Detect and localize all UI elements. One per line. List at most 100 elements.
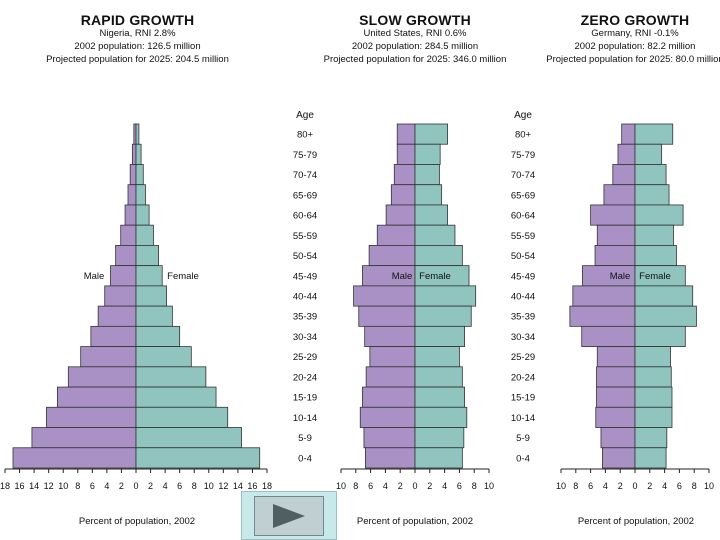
female-bar [135, 386, 217, 408]
female-bar [135, 143, 142, 165]
male-bar [396, 143, 416, 165]
x-tick-label: 8 [472, 481, 477, 491]
age-label: 40-44 [293, 292, 317, 303]
female-bar [414, 427, 465, 449]
chart-subtitle: Nigeria, RNI 2.8% [99, 28, 176, 39]
x-tick-label: 10 [556, 481, 566, 491]
x-tick-label: 18 [0, 481, 10, 491]
female-bar [414, 447, 463, 469]
age-label: 50-54 [511, 251, 535, 262]
female-bar [634, 164, 667, 186]
age-label: 5-9 [516, 433, 530, 444]
female-bar [414, 224, 456, 246]
female-bar [414, 184, 443, 206]
female-bar [414, 325, 465, 347]
age-label: 0-4 [516, 453, 530, 464]
x-tick-label: 6 [677, 481, 682, 491]
x-tick-label: 0 [412, 481, 417, 491]
male-bar [396, 123, 416, 145]
female-bar [634, 346, 671, 368]
age-header: Age [514, 110, 532, 121]
male-bar [596, 366, 636, 388]
female-bar [135, 164, 144, 186]
age-label: 25-29 [511, 352, 535, 363]
x-tick-label: 6 [368, 481, 373, 491]
female-bar [634, 406, 673, 428]
chart-subtitle: Projected population for 2025: 346.0 mil… [323, 54, 507, 65]
age-label: 65-69 [293, 190, 317, 201]
age-label: 15-19 [293, 393, 317, 404]
female-bar [634, 366, 672, 388]
play-button[interactable] [241, 491, 337, 540]
female-bar [135, 406, 229, 428]
male-bar [368, 245, 416, 267]
age-label: 60-64 [293, 211, 317, 222]
chart-subtitle: 2002 population: 284.5 million [351, 41, 479, 52]
x-tick-label: 8 [573, 481, 578, 491]
x-tick-label: 6 [90, 481, 95, 491]
age-label: 50-54 [293, 251, 317, 262]
male-bar [612, 164, 636, 186]
male-bar [365, 447, 416, 469]
female-bar [634, 184, 670, 206]
x-tick-label: 2 [618, 481, 623, 491]
x-tick-label: 16 [247, 481, 257, 491]
male-bar [362, 386, 416, 408]
male-bar [602, 447, 636, 469]
male-bar [358, 305, 416, 327]
chart-subtitle: Projected population for 2025: 204.5 mil… [46, 54, 229, 65]
male-bar [363, 427, 416, 449]
age-label: 35-39 [293, 312, 317, 323]
x-tick-label: 2 [427, 481, 432, 491]
female-bar [634, 245, 677, 267]
x-tick-label: 10 [704, 481, 714, 491]
male-bar [359, 406, 416, 428]
female-bar [414, 305, 472, 327]
male-bar [596, 224, 636, 246]
female-bar [135, 184, 146, 206]
x-tick-label: 18 [262, 481, 272, 491]
x-tick-label: 10 [484, 481, 494, 491]
female-bar [414, 285, 477, 307]
female-bar [414, 123, 448, 145]
female-label: Female [167, 271, 199, 282]
female-bar [414, 245, 463, 267]
x-tick-label: 10 [58, 481, 68, 491]
chart-title: ZERO GROWTH [580, 12, 690, 28]
male-bar [364, 325, 416, 347]
female-bar [634, 305, 697, 327]
female-bar [634, 427, 668, 449]
female-label: Female [419, 271, 451, 282]
age-label: 15-19 [511, 393, 535, 404]
male-bar [572, 285, 636, 307]
age-label: 20-24 [511, 372, 535, 383]
female-bar [135, 224, 154, 246]
male-bar [127, 184, 137, 206]
female-bar [414, 386, 465, 408]
slow-growth-header: SLOW GROWTH United States, RNI 0.6% 2002… [320, 13, 510, 66]
chart-subtitle: 2002 population: 126.5 million [74, 41, 201, 52]
age-label: 5-9 [298, 433, 312, 444]
age-label: 10-14 [511, 413, 535, 424]
age-label: 30-34 [511, 332, 535, 343]
x-tick-label: 2 [119, 481, 124, 491]
x-axis-label: Percent of population, 2002 [578, 516, 694, 527]
age-label: 55-59 [293, 231, 317, 242]
x-tick-label: 14 [29, 481, 39, 491]
female-bar [414, 406, 468, 428]
x-tick-label: 4 [104, 481, 109, 491]
age-label: 0-4 [298, 453, 312, 464]
male-bar [115, 245, 137, 267]
x-tick-label: 12 [218, 481, 228, 491]
play-button-face[interactable] [254, 495, 324, 536]
chart-subtitle: Germany, RNI -0.1% [591, 28, 679, 39]
male-bar [621, 123, 636, 145]
x-tick-label: 4 [383, 481, 388, 491]
x-tick-label: 0 [133, 481, 138, 491]
female-bar [135, 204, 150, 226]
female-bar [414, 143, 441, 165]
age-label: 70-74 [511, 170, 535, 181]
female-bar [634, 123, 674, 145]
age-label: 80+ [515, 130, 532, 141]
